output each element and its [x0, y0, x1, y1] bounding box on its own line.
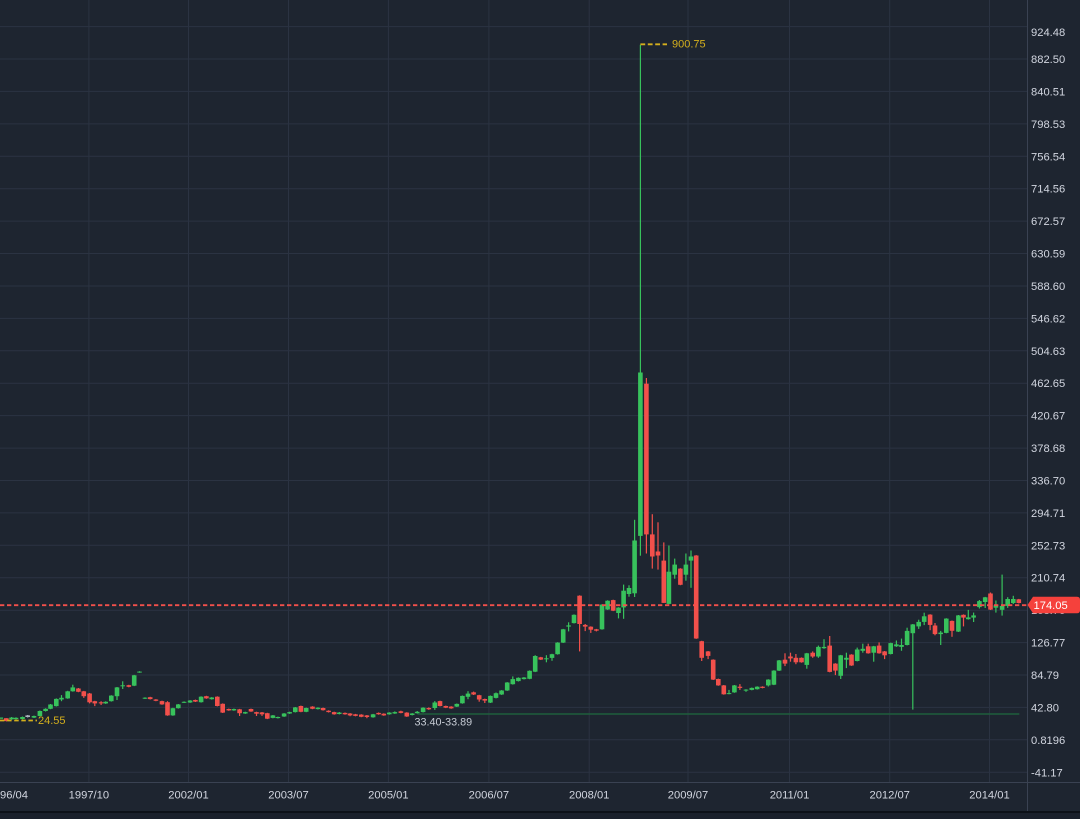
svg-text:210.74: 210.74	[1031, 573, 1065, 585]
svg-text:24.55: 24.55	[38, 715, 66, 727]
svg-text:2012/07: 2012/07	[869, 790, 909, 802]
svg-text:924.48: 924.48	[1031, 27, 1065, 39]
svg-text:756.54: 756.54	[1031, 151, 1065, 163]
svg-text:2011/01: 2011/01	[770, 790, 810, 802]
svg-text:2008/01: 2008/01	[569, 790, 609, 802]
svg-text:252.73: 252.73	[1031, 540, 1065, 552]
svg-text:2009/07: 2009/07	[668, 790, 708, 802]
svg-text:2002/01: 2002/01	[168, 790, 208, 802]
svg-text:1997/10: 1997/10	[69, 790, 109, 802]
svg-text:42.80: 42.80	[1031, 702, 1059, 714]
svg-text:882.50: 882.50	[1031, 54, 1065, 66]
svg-text:336.70: 336.70	[1031, 476, 1065, 488]
svg-text:672.57: 672.57	[1031, 216, 1065, 228]
svg-text:33.40-33.89: 33.40-33.89	[415, 716, 473, 728]
svg-text:294.71: 294.71	[1031, 508, 1065, 520]
svg-text:504.63: 504.63	[1031, 346, 1065, 358]
svg-text:-41.17: -41.17	[1031, 767, 1063, 779]
svg-text:840.51: 840.51	[1031, 86, 1065, 98]
svg-text:798.53: 798.53	[1031, 119, 1065, 131]
svg-text:84.79: 84.79	[1031, 670, 1059, 682]
svg-text:2014/01: 2014/01	[969, 790, 1009, 802]
svg-text:0.8196: 0.8196	[1031, 735, 1065, 747]
svg-text:378.68: 378.68	[1031, 443, 1065, 455]
svg-text:126.77: 126.77	[1031, 638, 1065, 650]
svg-text:2006/07: 2006/07	[469, 790, 509, 802]
svg-text:174.05: 174.05	[1034, 600, 1068, 612]
svg-text:462.65: 462.65	[1031, 378, 1065, 390]
svg-text:96/04: 96/04	[0, 790, 28, 802]
svg-text:420.67: 420.67	[1031, 411, 1065, 423]
svg-text:2003/07: 2003/07	[268, 790, 308, 802]
svg-text:900.75: 900.75	[672, 38, 706, 50]
svg-text:630.59: 630.59	[1031, 249, 1065, 261]
svg-text:714.56: 714.56	[1031, 184, 1065, 196]
svg-text:546.62: 546.62	[1031, 313, 1065, 325]
svg-text:588.60: 588.60	[1031, 281, 1065, 293]
svg-text:2005/01: 2005/01	[368, 790, 408, 802]
